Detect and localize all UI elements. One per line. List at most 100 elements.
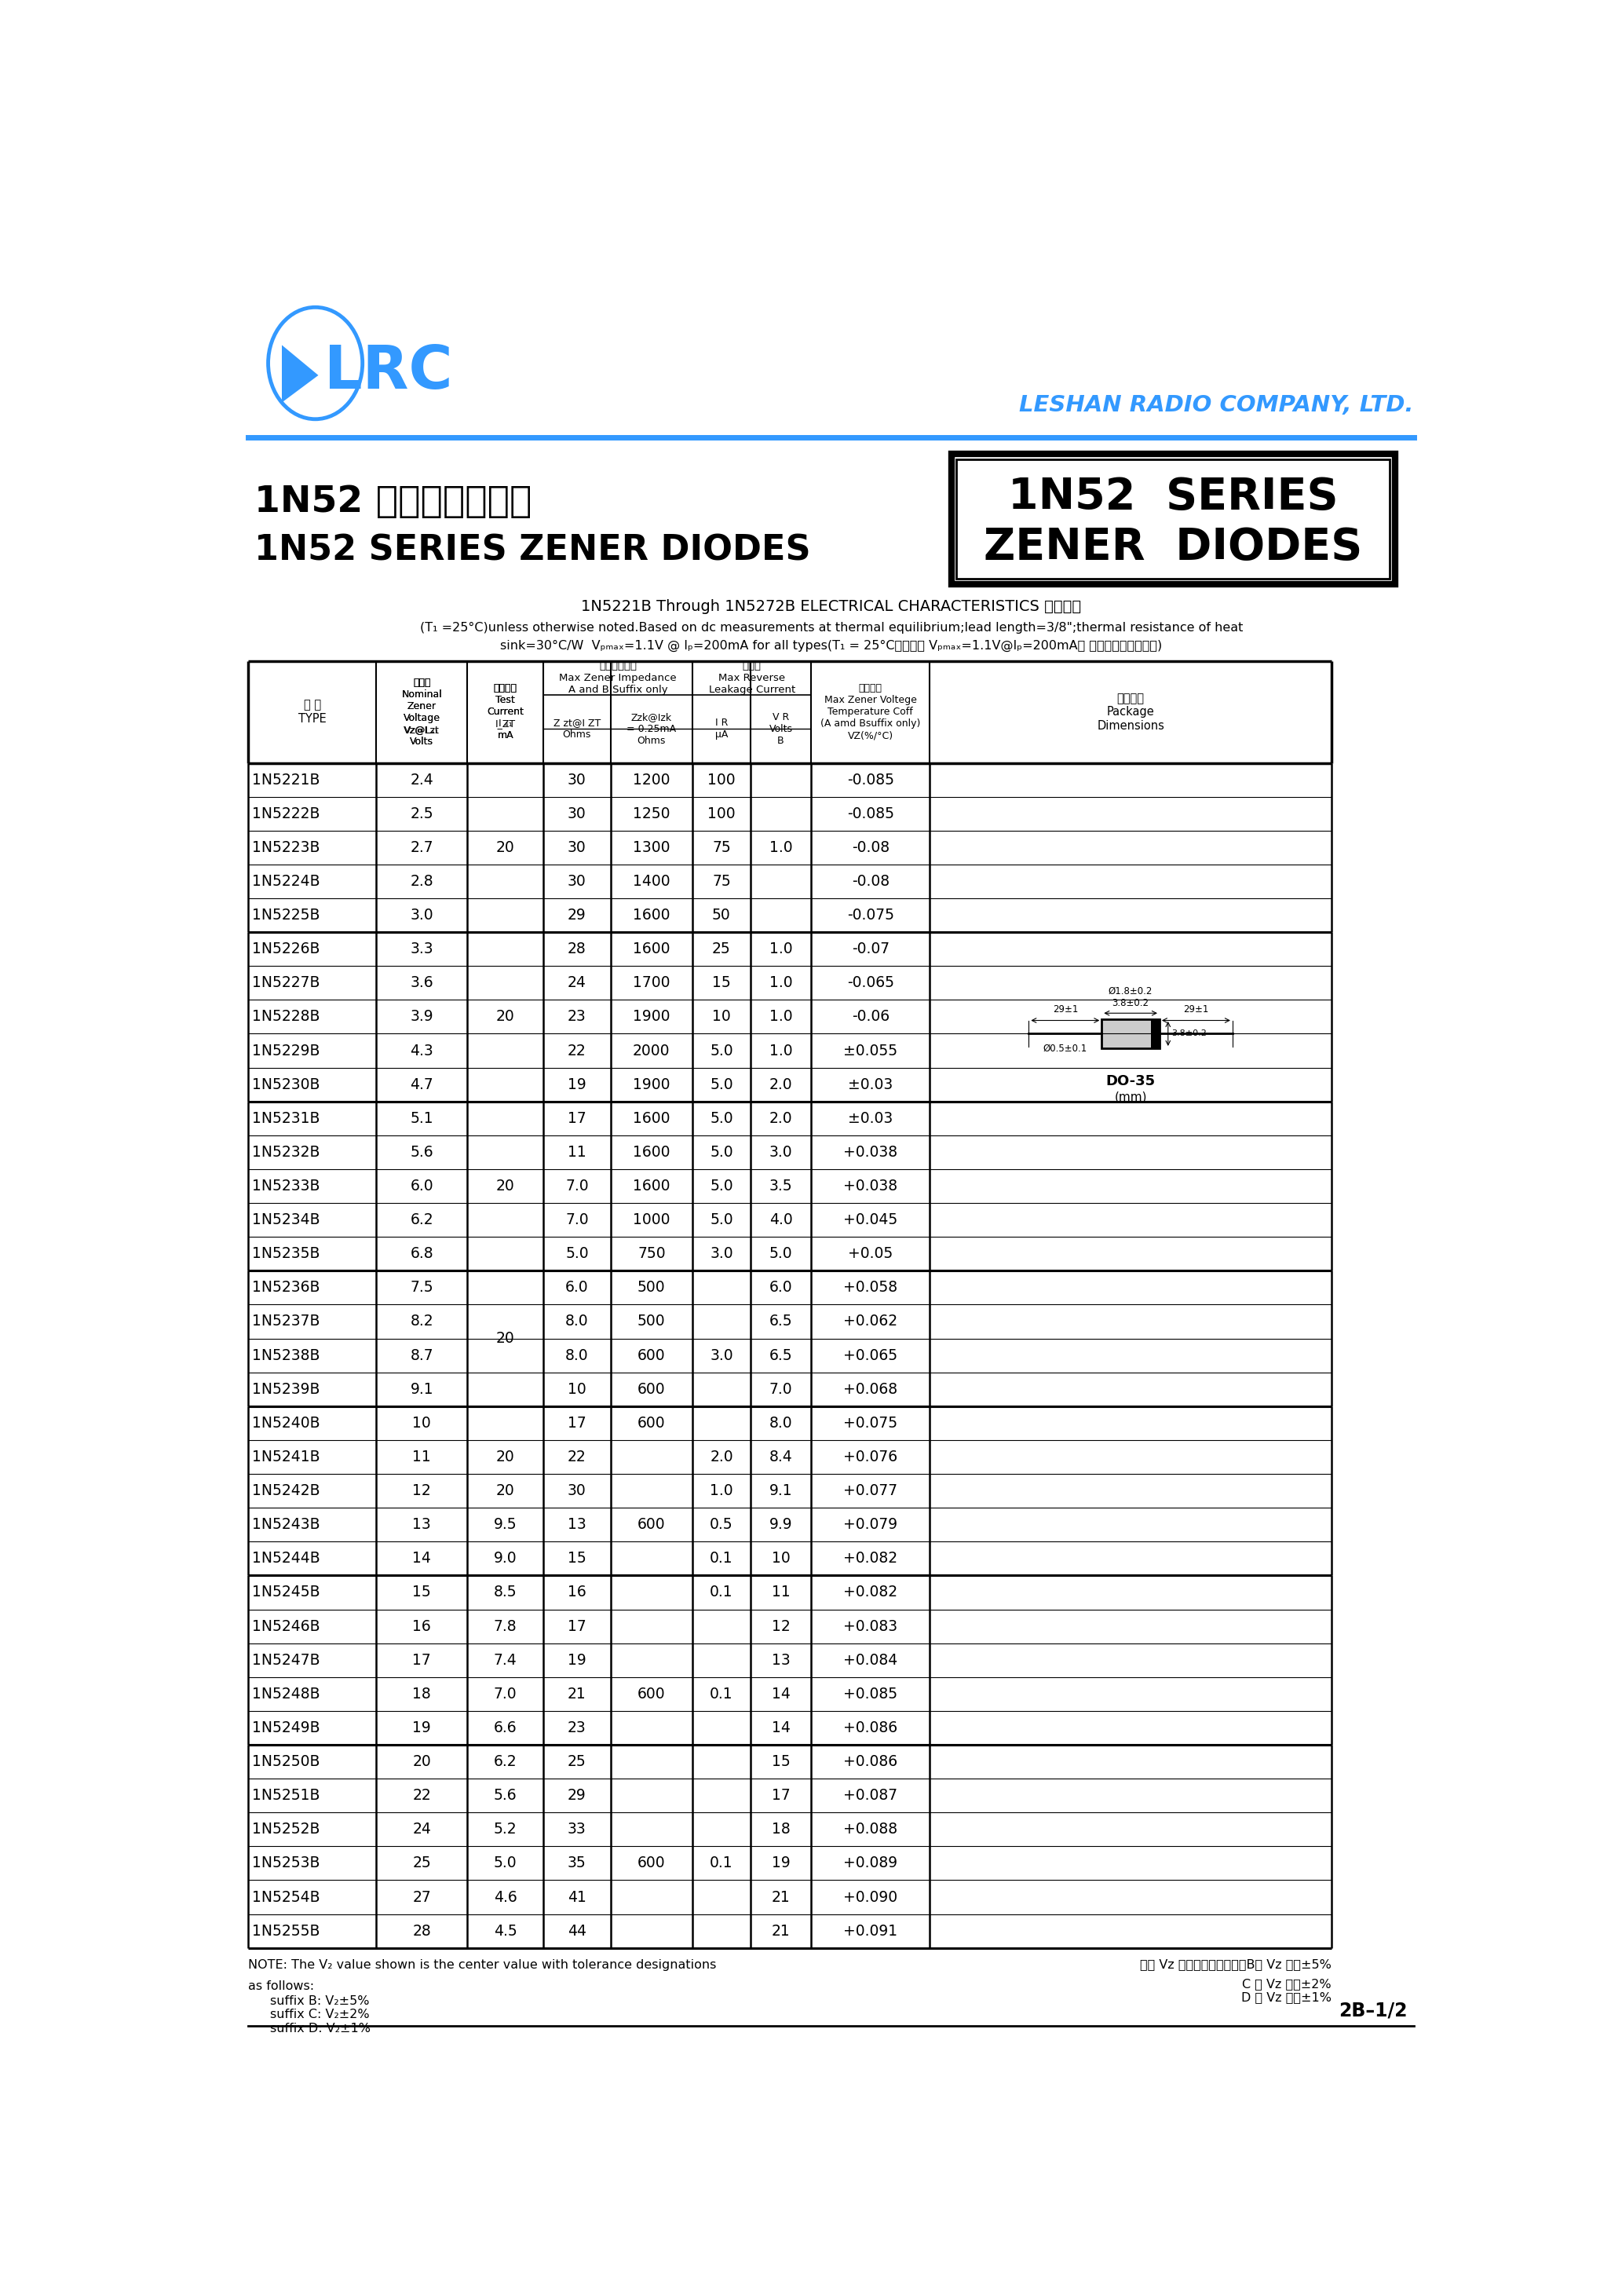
Text: 44: 44 bbox=[568, 1924, 587, 1938]
Text: +0.082: +0.082 bbox=[843, 1552, 897, 1566]
Text: 1N5253B: 1N5253B bbox=[251, 1855, 320, 1871]
Text: 7.5: 7.5 bbox=[410, 1281, 433, 1295]
Text: 1N5245B: 1N5245B bbox=[251, 1584, 320, 1600]
Text: +0.068: +0.068 bbox=[843, 1382, 897, 1396]
Text: +0.090: +0.090 bbox=[843, 1890, 897, 1906]
Text: 3.0: 3.0 bbox=[769, 1146, 793, 1159]
Text: 1N52 系列稳压二极管: 1N52 系列稳压二极管 bbox=[255, 484, 532, 519]
Text: +0.065: +0.065 bbox=[843, 1348, 897, 1364]
Text: 3.5: 3.5 bbox=[769, 1178, 793, 1194]
Text: LRC: LRC bbox=[324, 342, 453, 402]
Text: 4.0: 4.0 bbox=[769, 1212, 793, 1228]
Text: 28: 28 bbox=[568, 941, 586, 957]
Text: 25: 25 bbox=[412, 1855, 431, 1871]
Text: 15: 15 bbox=[772, 1754, 790, 1770]
Text: 10: 10 bbox=[412, 1417, 431, 1430]
Text: 25: 25 bbox=[712, 941, 732, 957]
Text: 1N5234B: 1N5234B bbox=[251, 1212, 320, 1228]
Text: 1N5238B: 1N5238B bbox=[251, 1348, 320, 1364]
Text: +0.038: +0.038 bbox=[843, 1178, 897, 1194]
Text: +0.085: +0.085 bbox=[843, 1688, 897, 1701]
Text: 型 号
TYPE: 型 号 TYPE bbox=[298, 700, 326, 726]
Text: 19: 19 bbox=[568, 1653, 586, 1667]
Text: 稳压值
Nominal
Zener
Voltage
Vz@L₄₁
Volts: 稳压值 Nominal Zener Voltage Vz@L₄₁ Volts bbox=[402, 677, 443, 746]
Bar bbox=[957, 459, 1390, 579]
Text: 6.0: 6.0 bbox=[769, 1281, 793, 1295]
Text: 29±1: 29±1 bbox=[1184, 1003, 1208, 1015]
Text: 1N5225B: 1N5225B bbox=[251, 907, 320, 923]
Text: 15: 15 bbox=[712, 976, 732, 990]
Text: 41: 41 bbox=[568, 1890, 586, 1906]
Text: 1.0: 1.0 bbox=[769, 1042, 793, 1058]
Text: 0.1: 0.1 bbox=[710, 1584, 733, 1600]
Text: 2B–1/2: 2B–1/2 bbox=[1338, 2002, 1408, 2020]
Text: 20: 20 bbox=[496, 1449, 514, 1465]
Text: 1600: 1600 bbox=[633, 907, 670, 923]
Text: 3.9: 3.9 bbox=[410, 1010, 433, 1024]
Text: 1000: 1000 bbox=[633, 1212, 670, 1228]
Text: 20: 20 bbox=[496, 1178, 514, 1194]
Text: 温度系数
Max Zener Voltege
Temperature Coff
(A amd Bsuffix only)
VZ(%/°C): 温度系数 Max Zener Voltege Temperature Coff … bbox=[821, 684, 921, 742]
Text: 2.0: 2.0 bbox=[769, 1077, 793, 1093]
Text: 33: 33 bbox=[568, 1823, 586, 1837]
Text: 13: 13 bbox=[568, 1518, 586, 1531]
Text: 1N5243B: 1N5243B bbox=[251, 1518, 320, 1531]
Text: 1N52  SERIES: 1N52 SERIES bbox=[1009, 475, 1338, 519]
Text: 13: 13 bbox=[772, 1653, 790, 1667]
Text: 测试电流
Test
Current
I_ZT
mA: 测试电流 Test Current I_ZT mA bbox=[487, 684, 524, 742]
Text: 7.4: 7.4 bbox=[493, 1653, 517, 1667]
Text: 5.0: 5.0 bbox=[710, 1178, 733, 1194]
Text: I R
μA: I R μA bbox=[715, 719, 728, 739]
Text: 1600: 1600 bbox=[633, 1178, 670, 1194]
Text: (T₁ =25°C)unless otherwise noted.Based on dc measurements at thermal equilibrium: (T₁ =25°C)unless otherwise noted.Based o… bbox=[420, 622, 1242, 634]
Text: +0.075: +0.075 bbox=[843, 1417, 897, 1430]
Text: DO-35: DO-35 bbox=[1106, 1075, 1155, 1088]
Text: 9.1: 9.1 bbox=[410, 1382, 433, 1396]
Text: 1N5242B: 1N5242B bbox=[251, 1483, 320, 1499]
Text: 1N5251B: 1N5251B bbox=[251, 1789, 320, 1802]
Text: 5.0: 5.0 bbox=[710, 1146, 733, 1159]
Text: 5.1: 5.1 bbox=[410, 1111, 433, 1125]
Text: 最大动态阻抗
Max Zener Impedance
A and B Suffix only: 最大动态阻抗 Max Zener Impedance A and B Suffi… bbox=[560, 661, 676, 696]
Text: 1.0: 1.0 bbox=[710, 1483, 733, 1499]
Text: 600: 600 bbox=[637, 1688, 665, 1701]
Text: 5.2: 5.2 bbox=[493, 1823, 517, 1837]
Text: 0.1: 0.1 bbox=[710, 1688, 733, 1701]
Text: 17: 17 bbox=[772, 1789, 790, 1802]
Text: 11: 11 bbox=[568, 1146, 586, 1159]
Text: 600: 600 bbox=[637, 1518, 665, 1531]
Text: 1600: 1600 bbox=[633, 1111, 670, 1125]
Text: 1N5255B: 1N5255B bbox=[251, 1924, 320, 1938]
Text: 1N5221B Through 1N5272B ELECTRICAL CHARACTERISTICS 电性参数: 1N5221B Through 1N5272B ELECTRICAL CHARA… bbox=[581, 599, 1082, 615]
Text: 16: 16 bbox=[568, 1584, 586, 1600]
Text: 1.0: 1.0 bbox=[769, 1010, 793, 1024]
Text: 17: 17 bbox=[412, 1653, 431, 1667]
Text: ±0.03: ±0.03 bbox=[848, 1111, 894, 1125]
Text: 28: 28 bbox=[412, 1924, 431, 1938]
Text: 21: 21 bbox=[568, 1688, 586, 1701]
Text: 9.5: 9.5 bbox=[493, 1518, 517, 1531]
Text: 6.6: 6.6 bbox=[493, 1720, 517, 1736]
Text: 0.5: 0.5 bbox=[710, 1518, 733, 1531]
Text: NOTE: The V₂ value shown is the center value with tolerance designations: NOTE: The V₂ value shown is the center v… bbox=[248, 1958, 717, 1970]
Text: 15: 15 bbox=[568, 1552, 586, 1566]
Text: +0.083: +0.083 bbox=[843, 1619, 897, 1635]
Text: 2.4: 2.4 bbox=[410, 771, 433, 788]
Text: 5.0: 5.0 bbox=[710, 1042, 733, 1058]
Text: 1N5244B: 1N5244B bbox=[251, 1552, 320, 1566]
Text: -0.085: -0.085 bbox=[847, 771, 894, 788]
Text: -0.085: -0.085 bbox=[847, 806, 894, 822]
Text: 1N5240B: 1N5240B bbox=[251, 1417, 320, 1430]
Text: suffix D: V₂±1%: suffix D: V₂±1% bbox=[269, 2023, 370, 2034]
Text: 30: 30 bbox=[568, 840, 586, 854]
Text: 1600: 1600 bbox=[633, 941, 670, 957]
Text: 3.0: 3.0 bbox=[710, 1247, 733, 1261]
Text: 2000: 2000 bbox=[633, 1042, 670, 1058]
Text: 75: 75 bbox=[712, 840, 732, 854]
Text: 1N5247B: 1N5247B bbox=[251, 1653, 320, 1667]
Text: 30: 30 bbox=[568, 806, 586, 822]
Text: as follows:: as follows: bbox=[248, 1979, 315, 1991]
Text: 600: 600 bbox=[637, 1855, 665, 1871]
Text: 1N5230B: 1N5230B bbox=[251, 1077, 320, 1093]
Text: 23: 23 bbox=[568, 1720, 586, 1736]
